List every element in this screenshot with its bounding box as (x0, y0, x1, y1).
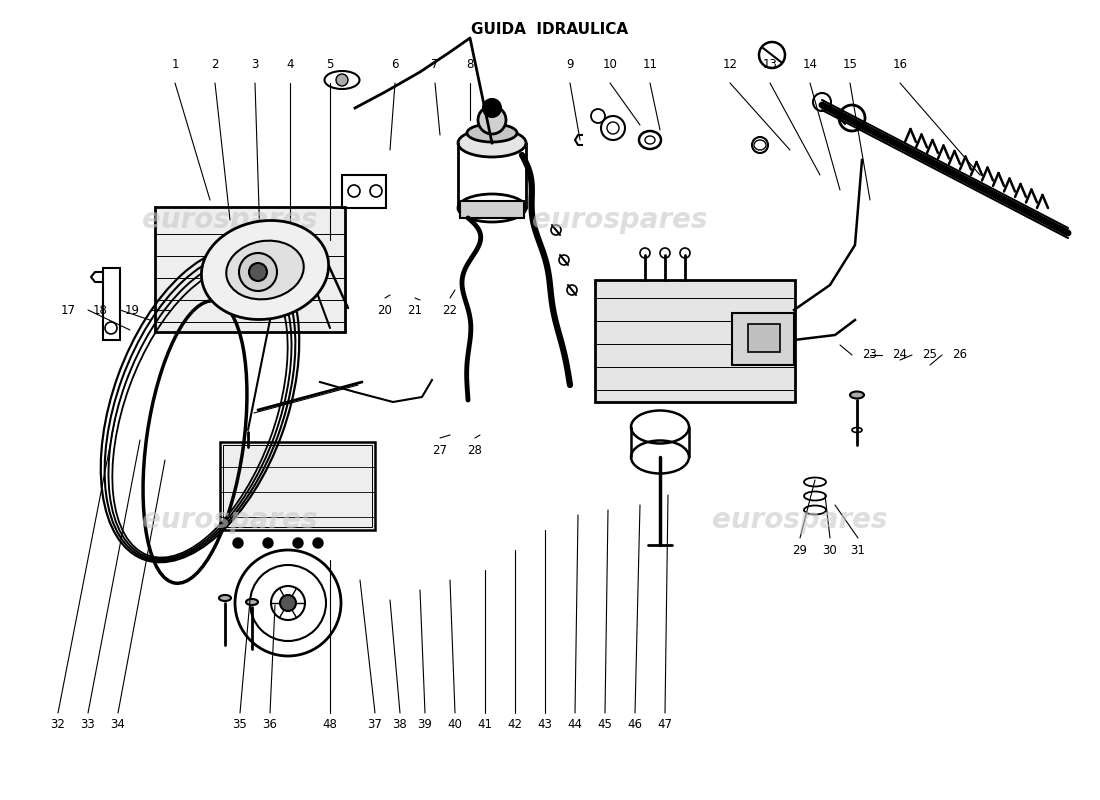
Text: eurospares: eurospares (532, 206, 707, 234)
Text: 48: 48 (322, 718, 338, 731)
Circle shape (483, 99, 500, 117)
Text: 31: 31 (850, 543, 866, 557)
Text: 43: 43 (538, 718, 552, 731)
Text: 20: 20 (377, 303, 393, 317)
Text: 3: 3 (251, 58, 258, 71)
Text: 26: 26 (953, 349, 968, 362)
Text: 45: 45 (597, 718, 613, 731)
Text: 37: 37 (367, 718, 383, 731)
Circle shape (280, 595, 296, 611)
Text: 13: 13 (762, 58, 778, 71)
Text: 7: 7 (431, 58, 439, 71)
Text: 2: 2 (211, 58, 219, 71)
Bar (223, 445, 372, 527)
Bar (595, 280, 795, 402)
Ellipse shape (219, 595, 231, 601)
Text: 17: 17 (60, 303, 76, 317)
Ellipse shape (246, 599, 258, 605)
Text: 23: 23 (862, 349, 878, 362)
Text: 21: 21 (407, 303, 422, 317)
Text: 36: 36 (263, 718, 277, 731)
Bar (220, 442, 375, 530)
Text: 30: 30 (823, 543, 837, 557)
Text: 41: 41 (477, 718, 493, 731)
Text: eurospares: eurospares (713, 506, 888, 534)
Bar (155, 207, 345, 332)
Text: 27: 27 (432, 443, 448, 457)
Text: 22: 22 (442, 303, 458, 317)
Text: 1: 1 (172, 58, 178, 71)
Text: 6: 6 (392, 58, 398, 71)
Text: 12: 12 (723, 58, 737, 71)
Text: 38: 38 (393, 718, 407, 731)
Ellipse shape (468, 124, 517, 142)
Text: 8: 8 (466, 58, 474, 71)
Text: 24: 24 (892, 349, 907, 362)
Text: 46: 46 (627, 718, 642, 731)
Text: 16: 16 (892, 58, 907, 71)
Text: 14: 14 (803, 58, 817, 71)
Ellipse shape (201, 221, 329, 319)
Circle shape (239, 253, 277, 291)
Bar (748, 324, 780, 352)
Text: 44: 44 (568, 718, 583, 731)
Text: 40: 40 (448, 718, 462, 731)
Text: 9: 9 (566, 58, 574, 71)
Circle shape (263, 538, 273, 548)
Circle shape (478, 106, 506, 134)
Text: 32: 32 (51, 718, 65, 731)
Ellipse shape (458, 129, 526, 157)
Text: 4: 4 (286, 58, 294, 71)
Circle shape (293, 538, 303, 548)
Bar (460, 201, 524, 218)
Text: 5: 5 (327, 58, 333, 71)
Text: 29: 29 (792, 543, 807, 557)
Circle shape (336, 74, 348, 86)
Text: 34: 34 (111, 718, 125, 731)
Text: 19: 19 (124, 303, 140, 317)
Text: 15: 15 (843, 58, 857, 71)
Ellipse shape (227, 241, 304, 299)
Text: 33: 33 (80, 718, 96, 731)
Text: 47: 47 (658, 718, 672, 731)
Bar (103, 268, 120, 340)
Circle shape (249, 263, 267, 281)
Text: 10: 10 (603, 58, 617, 71)
Text: 42: 42 (507, 718, 522, 731)
Text: 25: 25 (923, 349, 937, 362)
Circle shape (233, 538, 243, 548)
Text: 18: 18 (92, 303, 108, 317)
Text: 35: 35 (232, 718, 248, 731)
Bar (732, 313, 794, 365)
Ellipse shape (850, 391, 864, 398)
Text: 28: 28 (468, 443, 483, 457)
Text: GUIDA  IDRAULICA: GUIDA IDRAULICA (472, 22, 628, 38)
Bar (342, 175, 386, 208)
Circle shape (314, 538, 323, 548)
Text: 39: 39 (418, 718, 432, 731)
Text: eurospares: eurospares (142, 506, 318, 534)
Text: eurospares: eurospares (142, 206, 318, 234)
Text: 11: 11 (642, 58, 658, 71)
